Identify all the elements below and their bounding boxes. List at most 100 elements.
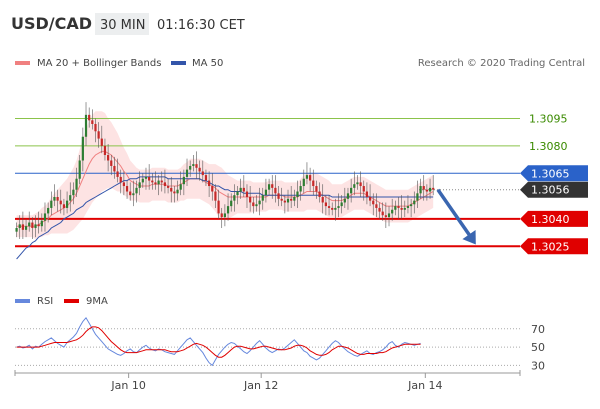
candle-11 <box>50 191 53 216</box>
candle-body-131 <box>428 187 432 192</box>
candle-93 <box>309 167 312 192</box>
candle-body-35 <box>125 186 129 192</box>
candle-body-124 <box>406 206 410 208</box>
candle-body-128 <box>419 186 422 194</box>
candle-114 <box>375 193 378 218</box>
candle-43 <box>151 173 154 190</box>
candle-body-118 <box>387 213 391 218</box>
candle-body-6 <box>34 224 37 229</box>
candle-2 <box>21 211 24 239</box>
candle-12 <box>53 184 56 207</box>
candle-body-102 <box>337 206 340 208</box>
timeframe-label: 30 MIN <box>100 18 145 33</box>
rsi-ma-line <box>16 326 421 358</box>
candle-126 <box>413 191 416 214</box>
forecast-arrow-head <box>462 230 476 245</box>
candle-79 <box>264 178 268 203</box>
candle-69 <box>233 184 236 212</box>
candle-body-15 <box>62 204 66 208</box>
candle-5 <box>31 217 34 239</box>
candle-45 <box>157 175 160 196</box>
candle-127 <box>416 180 419 208</box>
candle-body-28 <box>103 145 107 156</box>
candle-body-129 <box>422 186 425 190</box>
candle-body-26 <box>97 131 100 139</box>
candle-body-17 <box>69 195 72 201</box>
candle-body-108 <box>356 182 359 185</box>
candle-body-76 <box>255 204 258 207</box>
timeframe-box <box>95 13 149 35</box>
candle-body-68 <box>230 200 233 207</box>
candle-body-21 <box>81 136 84 161</box>
candle-body-62 <box>211 186 214 192</box>
forecast-arrow <box>436 188 476 245</box>
candle-body-89 <box>296 191 299 197</box>
candle-96 <box>318 182 321 203</box>
symbol-title: USD/CAD <box>11 14 92 33</box>
candle-body-43 <box>151 180 154 183</box>
candle-86 <box>286 189 290 212</box>
level-label-0: 1.3095 <box>529 113 568 126</box>
candle-body-79 <box>264 189 268 196</box>
candle-39 <box>138 171 141 196</box>
candle-13 <box>56 189 59 212</box>
candle-body-88 <box>293 196 296 201</box>
candle-body-1 <box>18 224 21 229</box>
candle-body-85 <box>283 200 286 203</box>
candle-4 <box>28 211 31 232</box>
level-tag-box-2 <box>520 165 588 182</box>
time-label: 01:16:30 CET <box>157 18 245 33</box>
candle-34 <box>122 171 125 196</box>
candle-67 <box>226 193 230 221</box>
candle-100 <box>331 202 334 216</box>
x-axis-ticks: Jan 10 Jan 12 Jan 14 <box>14 370 521 392</box>
candle-54 <box>185 158 189 187</box>
candle-body-23 <box>88 114 91 121</box>
candle-46 <box>160 171 163 192</box>
candle-body-86 <box>286 198 290 203</box>
candle-body-33 <box>119 176 122 183</box>
level-label-4: 1.3040 <box>531 213 570 226</box>
candle-101 <box>334 198 337 221</box>
candle-body-27 <box>100 138 103 146</box>
candle-64 <box>217 189 220 219</box>
candle-61 <box>208 171 211 197</box>
rsi-tick-50: 50 <box>531 341 545 354</box>
candle-75 <box>252 196 255 214</box>
candle-body-46 <box>160 180 163 183</box>
candle-body-51 <box>176 189 179 194</box>
candle-41 <box>144 167 148 190</box>
candle-body-59 <box>201 171 204 176</box>
candle-37 <box>132 180 135 207</box>
candle-116 <box>381 202 384 221</box>
candle-131 <box>428 178 432 199</box>
level-tag-2: 1.3065 <box>520 165 588 182</box>
candle-124 <box>406 195 410 214</box>
candle-6 <box>34 215 37 238</box>
candle-body-84 <box>280 198 283 201</box>
level-tag-box-5 <box>520 238 588 255</box>
candle-body-63 <box>214 191 217 201</box>
candle-body-29 <box>107 155 110 161</box>
candle-body-95 <box>315 186 318 192</box>
candle-body-48 <box>166 186 170 188</box>
candle-body-32 <box>116 171 119 177</box>
candle-17 <box>69 182 72 212</box>
candle-57 <box>195 151 198 179</box>
candle-91 <box>302 169 305 194</box>
candle-body-110 <box>362 186 365 192</box>
candle-26 <box>97 122 100 148</box>
candle-107 <box>353 171 356 196</box>
candles <box>15 102 435 239</box>
candle-body-37 <box>132 193 135 196</box>
ma50-legend-label: MA 50 <box>192 58 223 69</box>
level-tag-3: 1.3056 <box>520 181 588 198</box>
level-tag-0: 1.3095 <box>529 113 568 126</box>
candle-body-122 <box>400 207 403 210</box>
candle-body-19 <box>75 178 78 190</box>
candle-body-0 <box>15 228 18 232</box>
candle-body-53 <box>182 176 185 185</box>
level-labels: 1.3095 1.3080 1.3065 1.3056 1.3040 1.3025 <box>520 113 588 255</box>
candle-29 <box>107 144 110 172</box>
candle-body-103 <box>340 202 343 207</box>
